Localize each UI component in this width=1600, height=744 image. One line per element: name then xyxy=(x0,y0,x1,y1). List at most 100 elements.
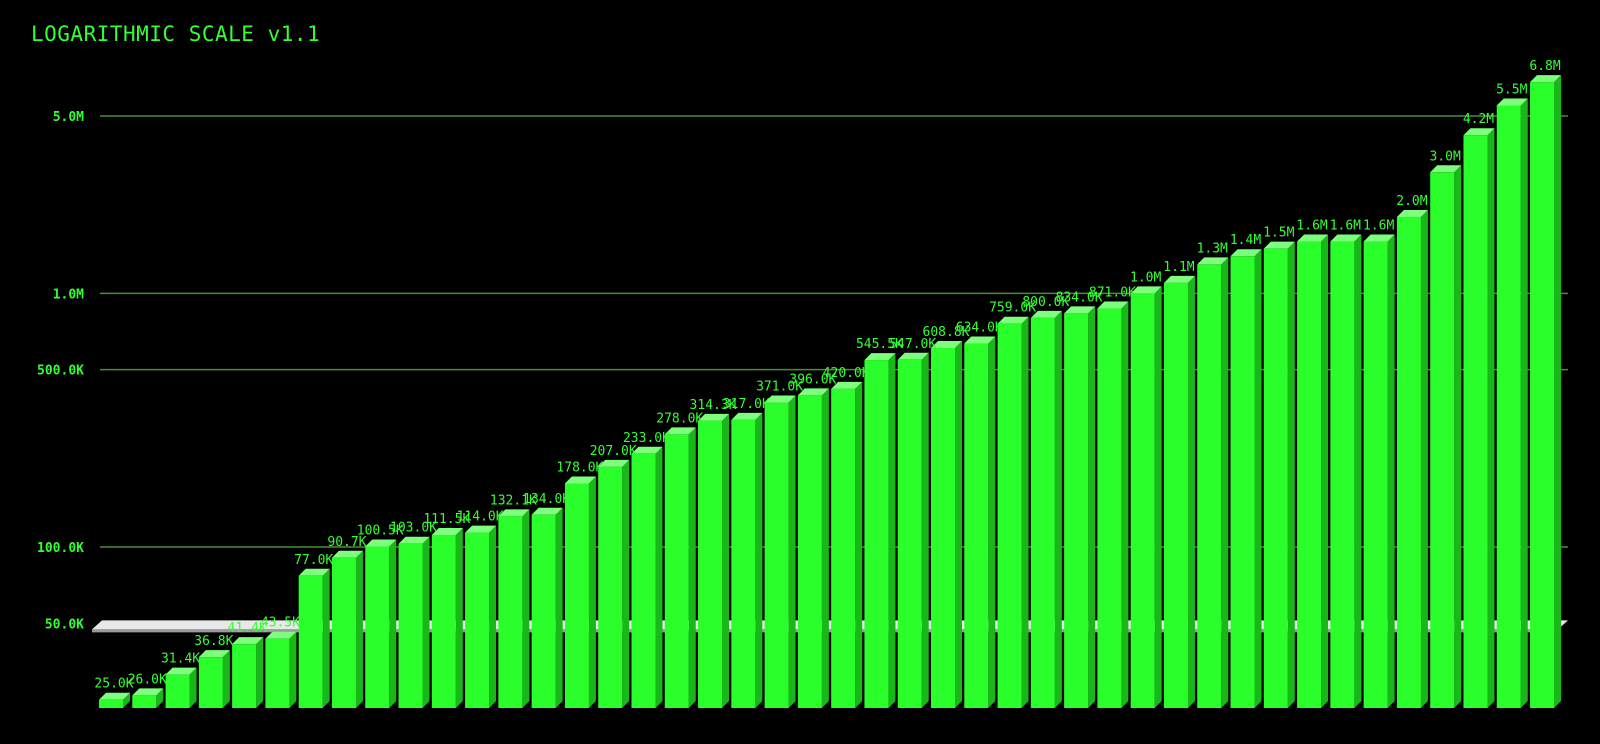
bar-side xyxy=(1187,275,1195,708)
bar-side xyxy=(588,476,596,708)
bar-value-label: 36.8K xyxy=(194,634,233,649)
bar xyxy=(198,650,230,708)
bar-top xyxy=(198,650,230,658)
bar-value-label: 26.0K xyxy=(128,672,167,687)
bar-front xyxy=(831,388,856,708)
bar-side xyxy=(1487,128,1495,709)
bar xyxy=(1030,310,1062,708)
bar xyxy=(365,539,397,708)
bar-side xyxy=(322,568,330,708)
bar xyxy=(797,388,829,708)
bar-side xyxy=(389,539,397,708)
bar-top xyxy=(498,509,530,517)
bar xyxy=(1197,257,1229,708)
bar-value-label: 178.0K xyxy=(556,460,603,475)
bar xyxy=(698,413,730,708)
bar xyxy=(1297,234,1329,708)
bar-value-label: 396.0K xyxy=(789,372,836,387)
bar-value-label: 1.1M xyxy=(1163,260,1194,275)
bar xyxy=(1064,306,1096,708)
bar xyxy=(1130,286,1162,708)
bar-front xyxy=(365,546,390,708)
bar xyxy=(265,631,297,708)
bar-value-label: 4.2M xyxy=(1463,112,1494,127)
bar-front xyxy=(1496,105,1521,708)
bar-side xyxy=(289,631,297,708)
bar-top xyxy=(997,316,1029,324)
bar-front xyxy=(531,514,556,708)
bar-front xyxy=(132,695,157,708)
bar-value-label: 25.0K xyxy=(94,677,133,692)
bar xyxy=(165,667,197,708)
bar-value-label: 545.5K xyxy=(856,337,903,352)
bar xyxy=(1463,128,1495,709)
bar-value-label: 834.0K xyxy=(1056,290,1103,305)
bar-value-label: 420.0K xyxy=(823,366,870,381)
bar-front xyxy=(1030,317,1055,708)
bar-top xyxy=(1163,275,1195,283)
bar-value-label: 1.3M xyxy=(1197,241,1228,256)
y-tick-label: 5.0M xyxy=(53,110,84,125)
bar-front xyxy=(99,699,123,708)
bar-side xyxy=(788,395,796,708)
bar-side xyxy=(722,413,730,708)
bar xyxy=(1396,209,1428,708)
bar-value-label: 800.0K xyxy=(1022,295,1069,310)
bar-value-label: 1.6M xyxy=(1296,219,1327,234)
bar-value-label: 759.0K xyxy=(989,301,1036,316)
bar-value-label: 278.0K xyxy=(656,411,703,426)
bar-side xyxy=(1054,310,1062,708)
bar-side xyxy=(1321,234,1329,708)
bar-top xyxy=(664,427,696,435)
bar-side xyxy=(189,667,197,708)
bar xyxy=(1330,234,1362,708)
bar-front xyxy=(498,516,523,708)
bar-top xyxy=(365,539,397,547)
bar-value-label: 3.0M xyxy=(1430,149,1461,164)
bar-value-label: 207.0K xyxy=(590,444,637,459)
bar-front xyxy=(1396,216,1421,708)
bar-front xyxy=(1463,135,1488,709)
bar xyxy=(931,340,962,708)
bar-side xyxy=(1387,234,1395,708)
bar-value-label: 103.0K xyxy=(390,521,437,536)
bar xyxy=(1363,234,1395,708)
bar-value-label: 1.0M xyxy=(1130,270,1161,285)
bar-side xyxy=(455,528,463,708)
bar-side xyxy=(123,692,130,708)
bar-side xyxy=(1121,301,1129,708)
bar-front xyxy=(1130,293,1155,708)
bar-value-label: 90.7K xyxy=(327,535,366,550)
y-tick-label: 100.0K xyxy=(37,541,84,556)
bar-front xyxy=(897,359,922,708)
bar-front xyxy=(265,638,290,708)
bar-top xyxy=(1330,234,1362,242)
bar-top xyxy=(564,476,596,484)
bar xyxy=(964,336,996,708)
bar-top xyxy=(531,507,563,515)
bar-front xyxy=(731,419,756,708)
y-tick-label: 500.0K xyxy=(37,364,84,379)
bar-value-label: 871.0K xyxy=(1089,286,1136,301)
bar xyxy=(831,381,863,708)
bar xyxy=(431,528,463,708)
bar xyxy=(764,395,796,708)
bar-front xyxy=(331,557,356,708)
bar-value-label: 2.0M xyxy=(1396,194,1427,209)
bar xyxy=(1263,241,1295,708)
bar-side xyxy=(1221,257,1229,708)
y-tick-label: 50.0K xyxy=(45,617,84,632)
bar xyxy=(1530,75,1562,709)
bar xyxy=(99,692,130,708)
bar-top xyxy=(1230,249,1262,257)
bar-top xyxy=(1430,165,1462,173)
bar-front xyxy=(797,395,822,708)
bar-side xyxy=(1021,316,1029,708)
bar-front xyxy=(964,343,989,708)
bar xyxy=(564,476,596,708)
bar-value-label: 132.1K xyxy=(490,493,537,508)
bar-value-label: 41.4K xyxy=(228,621,267,636)
bar xyxy=(1496,98,1528,708)
bar-top xyxy=(265,631,297,639)
